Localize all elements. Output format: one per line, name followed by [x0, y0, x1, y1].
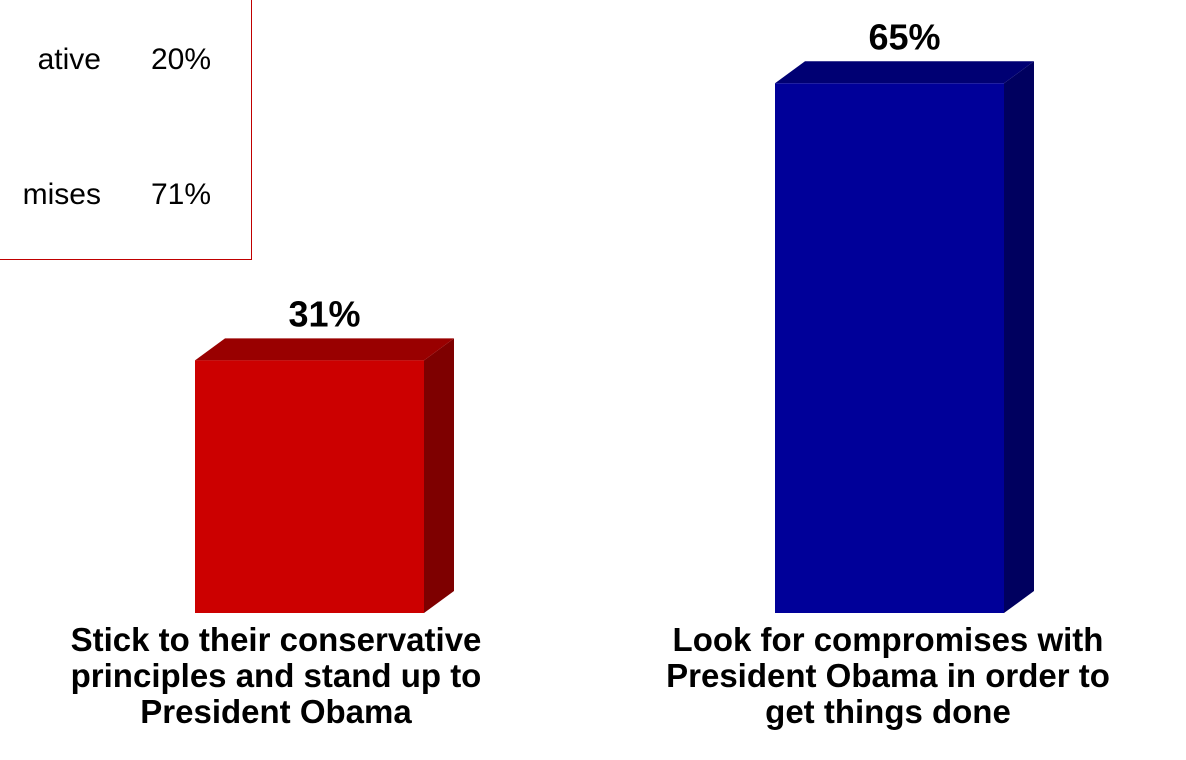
bar-value-label: 31% — [288, 293, 360, 334]
legend-value: 71% — [150, 178, 211, 211]
category-label-stick-to-principles: Stick to their conservative principles a… — [0, 622, 552, 730]
bar-1 — [775, 61, 1034, 613]
legend-row-compromises: mises 71% — [23, 178, 211, 212]
category-label-line: Stick to their conservative — [70, 621, 482, 658]
legend-label: ative — [37, 43, 101, 76]
bar-side-face — [1004, 61, 1034, 613]
legend-value: 20% — [150, 43, 211, 76]
category-label-line: get things done — [765, 693, 1011, 730]
category-label-line: President Obama in order to — [666, 657, 1110, 694]
category-label-look-for-compromises: Look for compromises with President Obam… — [590, 622, 1186, 730]
category-label-line: principles and stand up to — [70, 657, 482, 694]
comparison-legend: ative 20% mises 71% — [0, 0, 252, 260]
bar-value-label: 65% — [868, 16, 940, 57]
bar-top-face — [195, 338, 454, 361]
legend-label: mises — [22, 178, 101, 211]
bar-front-face — [775, 83, 1004, 613]
category-label-line: Look for compromises with — [672, 621, 1104, 658]
bar-0 — [195, 338, 454, 613]
legend-row-conservative: ative 20% — [38, 43, 211, 77]
bar-top-face — [775, 61, 1034, 84]
bar-front-face — [195, 360, 424, 613]
bar-side-face — [424, 338, 454, 613]
category-label-line: President Obama — [140, 693, 412, 730]
